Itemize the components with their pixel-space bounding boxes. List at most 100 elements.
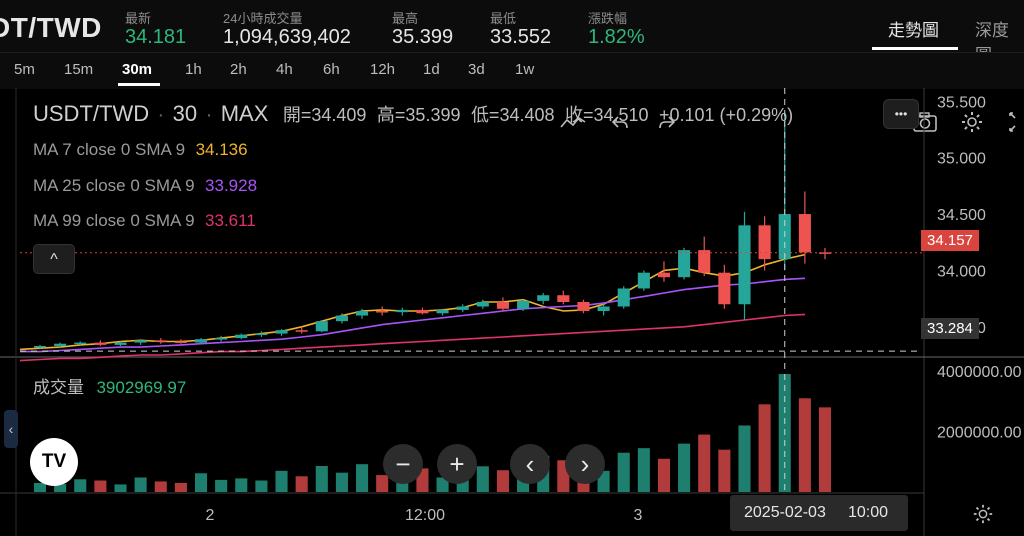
volume-bar bbox=[174, 482, 187, 492]
volume-value: 3902969.97 bbox=[96, 378, 187, 397]
volume-bar bbox=[215, 479, 228, 492]
volume-bar bbox=[738, 425, 751, 492]
candle-body bbox=[698, 250, 711, 273]
legend-open-label: 開= bbox=[282, 105, 312, 125]
candle-body bbox=[154, 340, 167, 342]
candle-body bbox=[718, 272, 731, 305]
fullscreen-icon[interactable] bbox=[1008, 111, 1024, 133]
candle-body bbox=[114, 342, 127, 345]
more-options-button[interactable]: ••• bbox=[883, 99, 919, 129]
ma99-label: MA 99 close 0 SMA 9 bbox=[33, 211, 195, 230]
left-panel-handle[interactable]: ‹ bbox=[4, 410, 18, 448]
volume-bar bbox=[33, 482, 47, 492]
gear-icon[interactable] bbox=[960, 110, 984, 134]
candle-body bbox=[637, 272, 650, 289]
stat-high-label: 最高 bbox=[392, 11, 419, 26]
volume-label: 成交量 bbox=[33, 378, 84, 397]
interval-selected-underline bbox=[118, 83, 160, 86]
candle-body bbox=[657, 272, 671, 278]
scroll-left-button[interactable]: ‹ bbox=[510, 444, 550, 484]
interval-2h[interactable]: 2h bbox=[230, 61, 247, 78]
volume-bar bbox=[637, 448, 650, 492]
candle-body bbox=[537, 295, 550, 301]
tradingview-logo[interactable]: TV bbox=[30, 438, 78, 486]
legend-low-value: 34.408 bbox=[499, 105, 555, 125]
interval-1h[interactable]: 1h bbox=[185, 61, 202, 78]
volume-bar bbox=[436, 477, 449, 492]
interval-1d[interactable]: 1d bbox=[423, 61, 440, 78]
candle-body bbox=[215, 338, 228, 340]
volume-bar bbox=[617, 452, 630, 492]
stat-change-value: 1.82% bbox=[588, 26, 645, 48]
price-tick-label: 35.000 bbox=[937, 151, 986, 168]
legend-high-label: 高= bbox=[376, 105, 406, 125]
candle-body bbox=[456, 306, 469, 310]
ma7-label: MA 7 close 0 SMA 9 bbox=[33, 140, 186, 159]
volume-bar bbox=[335, 472, 348, 492]
current-price-tag: 34.157 bbox=[921, 230, 979, 251]
candle-body bbox=[496, 302, 509, 309]
collapse-legend-button[interactable]: ^ bbox=[33, 244, 75, 274]
volume-bar bbox=[818, 407, 832, 492]
candle-body bbox=[295, 330, 308, 332]
candle-body bbox=[94, 342, 107, 345]
tab-chart[interactable]: 走勢圖 bbox=[888, 21, 939, 40]
ma-line-ma25 bbox=[20, 277, 806, 353]
interval-1w[interactable]: 1w bbox=[515, 61, 535, 78]
market-header: DT/TWD 最新 34.181 24小時成交量 1,094,639,402 最… bbox=[0, 0, 1024, 65]
price-chart[interactable]: 35.50035.00034.50034.00033.5004000000.00… bbox=[0, 88, 1024, 536]
redo-icon[interactable] bbox=[657, 113, 677, 133]
legend-dot: · bbox=[157, 104, 165, 126]
ma7-value: 34.136 bbox=[195, 140, 248, 159]
crosshair-date: 2025-02-03 bbox=[744, 504, 826, 521]
time-tick-label: 2 bbox=[206, 507, 215, 524]
interval-5m[interactable]: 5m bbox=[14, 61, 35, 78]
volume-bar bbox=[315, 466, 328, 492]
volume-bar bbox=[376, 475, 389, 492]
stat-last-value: 34.181 bbox=[125, 26, 187, 48]
interval-15m[interactable]: 15m bbox=[64, 61, 94, 78]
candle-body bbox=[577, 302, 590, 312]
volume-bar bbox=[154, 481, 167, 492]
price-tick-label: 34.500 bbox=[937, 207, 986, 224]
candle-body bbox=[617, 288, 630, 307]
legend-change: +0.101 (+0.29%) bbox=[659, 105, 794, 125]
price-tick-label: 34.000 bbox=[937, 263, 986, 280]
interval-12h[interactable]: 12h bbox=[370, 61, 396, 78]
chart-grid bbox=[0, 88, 1024, 536]
interval-4h[interactable]: 4h bbox=[276, 61, 293, 78]
ma-lines bbox=[19, 253, 806, 362]
scroll-right-button[interactable]: › bbox=[565, 444, 605, 484]
candle-body bbox=[738, 225, 751, 305]
volume-bar bbox=[698, 434, 711, 492]
volume-bar bbox=[235, 478, 248, 492]
volume-bar bbox=[356, 464, 369, 492]
undo-icon[interactable] bbox=[610, 113, 630, 133]
candle-body bbox=[315, 321, 328, 332]
candle-body bbox=[436, 309, 449, 314]
candle-body bbox=[356, 311, 369, 316]
candle-body bbox=[396, 309, 409, 313]
candle-body bbox=[255, 333, 268, 336]
zoom-in-button[interactable]: + bbox=[437, 444, 477, 484]
volume-bar bbox=[476, 466, 489, 492]
legend-source: MAX bbox=[220, 101, 269, 126]
interval-6h[interactable]: 6h bbox=[323, 61, 340, 78]
candle-body bbox=[33, 345, 47, 348]
time-tick-label: 3 bbox=[634, 507, 643, 524]
volume-bar bbox=[657, 458, 671, 492]
volume-bar bbox=[718, 449, 731, 492]
legend-interval: 30 bbox=[172, 101, 198, 126]
candle-body bbox=[416, 309, 429, 314]
interval-3d[interactable]: 3d bbox=[468, 61, 485, 78]
zoom-out-button[interactable]: − bbox=[383, 444, 423, 484]
ohlc-legend: USDT/TWD · 30 · MAX 開=34.409 高=35.399 低=… bbox=[33, 101, 793, 127]
axis-settings-gear-icon[interactable] bbox=[972, 503, 994, 525]
legend-high-value: 35.399 bbox=[405, 105, 461, 125]
volume-legend: 成交量 3902969.97 bbox=[33, 373, 186, 398]
line-draw-icon[interactable] bbox=[560, 113, 586, 133]
interval-30m[interactable]: 30m bbox=[122, 61, 153, 78]
volume-bar bbox=[758, 404, 771, 492]
candle-body bbox=[597, 306, 610, 312]
crosshair-time-label: 2025-02-03 10:00 bbox=[730, 495, 908, 531]
